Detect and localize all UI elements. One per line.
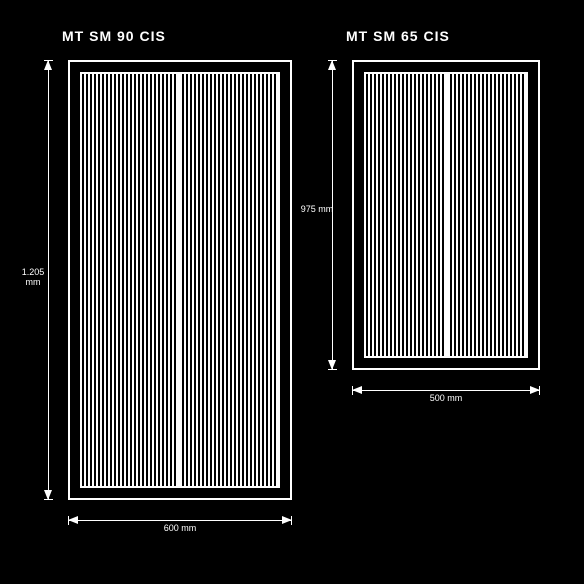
right-height-tick-top	[328, 60, 337, 61]
left-height-tick-top	[44, 60, 53, 61]
right-height-arrow	[332, 60, 333, 370]
left-width-tick-l	[68, 516, 69, 525]
right-width-label: 500 mm	[416, 394, 476, 404]
right-panel-surface	[364, 72, 528, 358]
right-height-tick-bot	[328, 369, 337, 370]
left-panel	[68, 60, 292, 500]
left-width-arrow	[68, 520, 292, 521]
left-width-tick-r	[291, 516, 292, 525]
right-width-tick-l	[352, 386, 353, 395]
left-height-label: 1.205 mm	[14, 268, 52, 288]
left-panel-title: MT SM 90 CIS	[62, 28, 166, 44]
right-panel-center-seam	[444, 74, 448, 356]
right-width-tick-r	[539, 386, 540, 395]
right-height-label: 975 mm	[300, 205, 334, 215]
left-panel-surface	[80, 72, 280, 488]
right-panel-title: MT SM 65 CIS	[346, 28, 450, 44]
left-panel-center-seam	[178, 74, 182, 486]
left-height-tick-bot	[44, 499, 53, 500]
right-panel	[352, 60, 540, 370]
left-width-label: 600 mm	[150, 524, 210, 534]
right-width-arrow	[352, 390, 540, 391]
